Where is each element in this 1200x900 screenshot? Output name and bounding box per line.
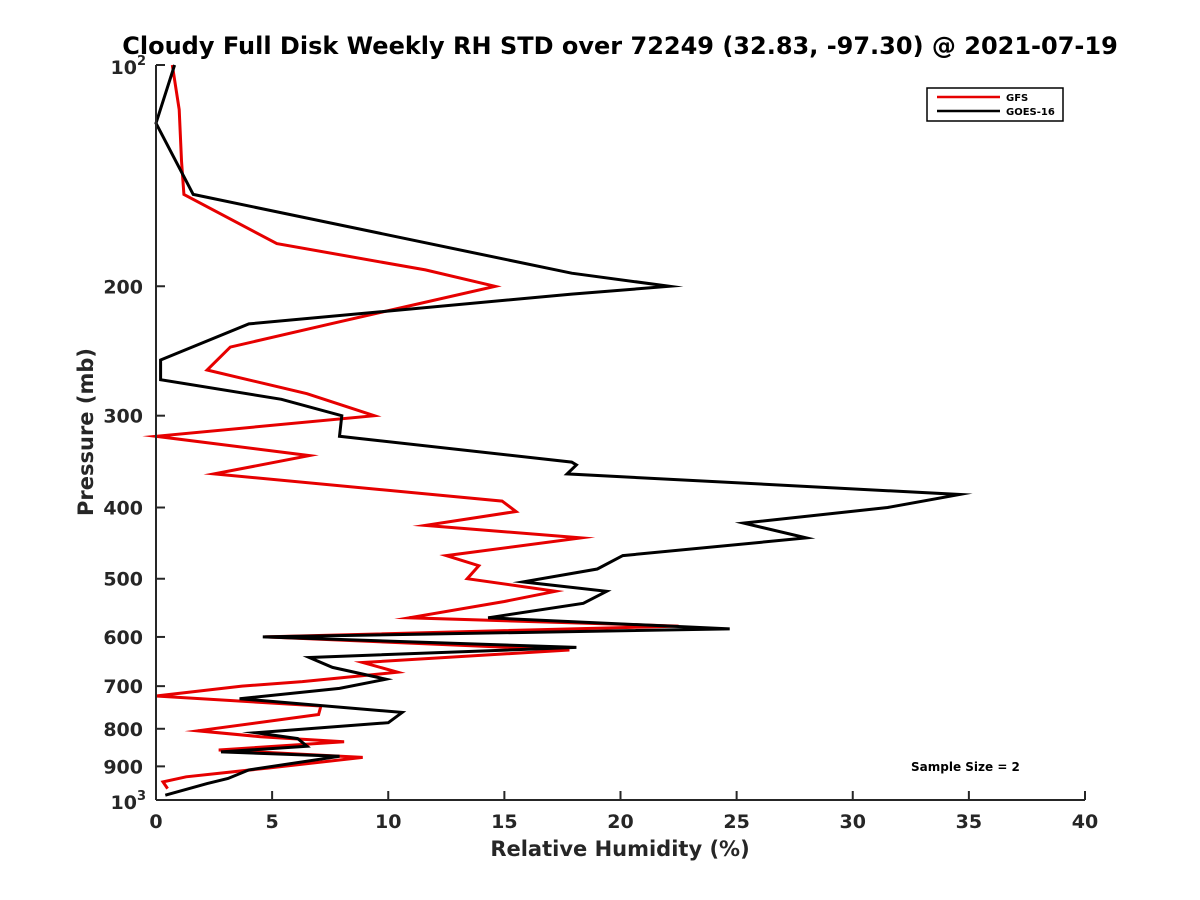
sample-size-annotation: Sample Size = 2	[911, 760, 1020, 774]
legend: GFS GOES-16	[926, 87, 1064, 122]
x-tick-label: 35	[956, 811, 982, 833]
x-axis-label: Relative Humidity (%)	[490, 837, 749, 861]
x-tick-label: 10	[375, 811, 401, 833]
legend-box	[926, 87, 1064, 122]
y-axis-label: Pressure (mb)	[74, 348, 98, 516]
y-tick-label: 500	[103, 569, 143, 591]
legend-label-goes16: GOES-16	[1006, 107, 1055, 118]
legend-label-gfs: GFS	[1006, 93, 1028, 104]
y-ticks: 200 300 400 500 600 700 800 900 102 103	[103, 54, 165, 814]
x-tick-label: 15	[491, 811, 517, 833]
chart-title: Cloudy Full Disk Weekly RH STD over 7224…	[122, 32, 1118, 60]
y-tick-label-power: 102	[111, 54, 147, 79]
axes-layer	[155, 65, 1085, 801]
x-tick-label: 5	[266, 811, 279, 833]
x-ticks: 0 5 10 15 20 25 30 35 40	[149, 791, 1098, 833]
y-tick-label: 400	[103, 498, 143, 520]
y-tick-label: 700	[103, 676, 143, 698]
y-tick-label-power: 103	[111, 789, 147, 814]
series-line-gfs	[142, 64, 679, 790]
x-tick-label: 40	[1072, 811, 1098, 833]
x-tick-label: 0	[149, 811, 162, 833]
x-tick-label: 20	[607, 811, 633, 833]
y-tick-label: 800	[103, 719, 143, 741]
y-tick-label: 300	[103, 406, 143, 428]
y-tick-label: 200	[103, 276, 143, 298]
x-tick-label: 25	[723, 811, 749, 833]
x-tick-label: 30	[840, 811, 866, 833]
series-line-goes16	[154, 64, 973, 797]
y-tick-label: 600	[103, 627, 143, 649]
y-tick-label: 900	[103, 756, 143, 778]
series-layer	[142, 64, 973, 797]
